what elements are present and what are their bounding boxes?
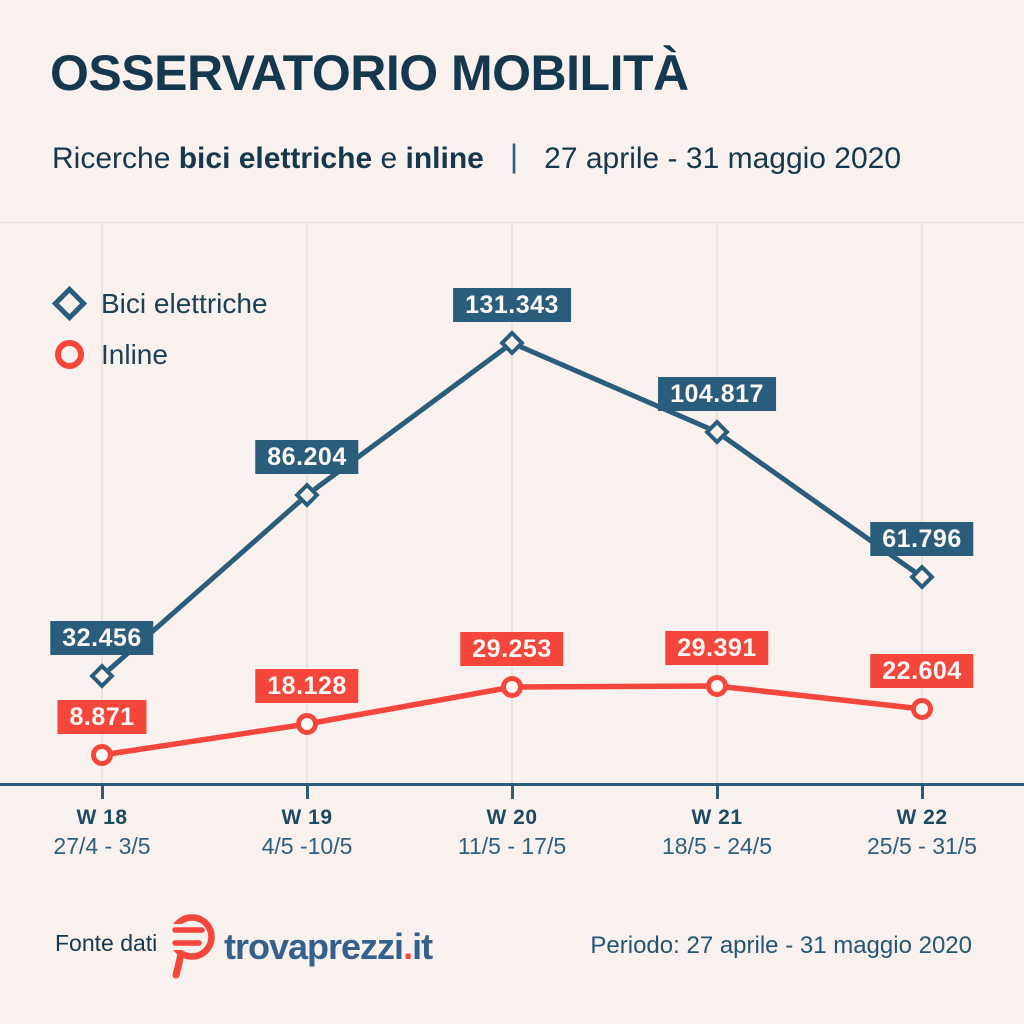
data-value-label: 29.253 — [460, 632, 564, 666]
legend-label-bici-elettriche: Bici elettriche — [101, 288, 268, 319]
data-value-label: 29.391 — [665, 631, 769, 665]
data-value-label: 8.871 — [57, 700, 147, 734]
x-tick-week-label: W 18 — [76, 806, 128, 829]
gridline — [921, 223, 923, 785]
x-axis-line — [0, 783, 1024, 786]
x-axis-tick — [101, 786, 104, 799]
data-value-label: 32.456 — [50, 621, 154, 655]
data-value-label: 86.204 — [255, 440, 359, 474]
x-axis-tick — [716, 786, 719, 799]
subtitle-keyword-bici: bici elettriche — [178, 141, 373, 175]
source-label: Fonte dati — [55, 930, 158, 956]
x-tick-range-label: 27/4 - 3/5 — [53, 833, 151, 859]
legend-label-inline: Inline — [101, 339, 168, 370]
x-axis-tick — [306, 786, 309, 799]
data-value-label: 131.343 — [453, 288, 571, 322]
data-value-label: 22.604 — [870, 654, 974, 688]
x-tick-week-label: W 19 — [281, 806, 333, 829]
data-point-circle — [706, 675, 728, 697]
data-value-label: 104.817 — [658, 377, 776, 411]
subtitle-connector: e — [372, 141, 406, 175]
x-tick-range-label: 11/5 - 17/5 — [457, 833, 567, 859]
x-tick-week-label: W 22 — [896, 806, 948, 829]
page-subtitle: Ricerche bici elettriche e inline | 27 apr… — [52, 138, 902, 177]
circle-legend-icon — [55, 340, 84, 369]
gridline — [716, 223, 718, 785]
data-point-circle — [296, 713, 318, 735]
x-tick-week-label: W 21 — [691, 806, 743, 829]
header-divider — [0, 222, 1024, 223]
logo-dot: . — [403, 926, 413, 967]
x-axis-tick — [921, 786, 924, 799]
x-tick-range-label: 18/5 - 24/5 — [662, 833, 772, 859]
series-line-bici-elettriche — [100, 340, 924, 678]
data-point-circle — [911, 698, 933, 720]
x-tick-range-label: 25/5 - 31/5 — [867, 833, 977, 859]
trovaprezzi-magnifier-logo-icon — [166, 914, 215, 979]
trovaprezzi-logo-text: trovaprezzi.it — [224, 926, 433, 968]
data-value-label: 18.128 — [255, 669, 359, 703]
data-value-label: 61.796 — [870, 522, 974, 556]
data-point-circle — [91, 744, 113, 766]
logo-tld: it — [412, 926, 433, 967]
subtitle-period: 27 aprile - 31 maggio 2020 — [544, 141, 902, 175]
period-label: Periodo: 27 aprile - 31 maggio 2020 — [590, 932, 972, 959]
x-tick-range-label: 4/5 -10/5 — [261, 833, 353, 859]
subtitle-prefix: Ricerche — [52, 141, 179, 175]
x-axis-tick — [511, 786, 514, 799]
page-title: OSSERVATORIO MOBILITÀ — [50, 45, 689, 101]
gridline — [101, 223, 103, 785]
logo-brand: trovaprezzi — [224, 926, 404, 967]
x-tick-week-label: W 20 — [486, 806, 538, 829]
subtitle-keyword-inline: inline — [405, 141, 484, 175]
subtitle-separator: | — [509, 138, 519, 174]
gridline — [511, 223, 513, 785]
data-point-circle — [501, 676, 523, 698]
